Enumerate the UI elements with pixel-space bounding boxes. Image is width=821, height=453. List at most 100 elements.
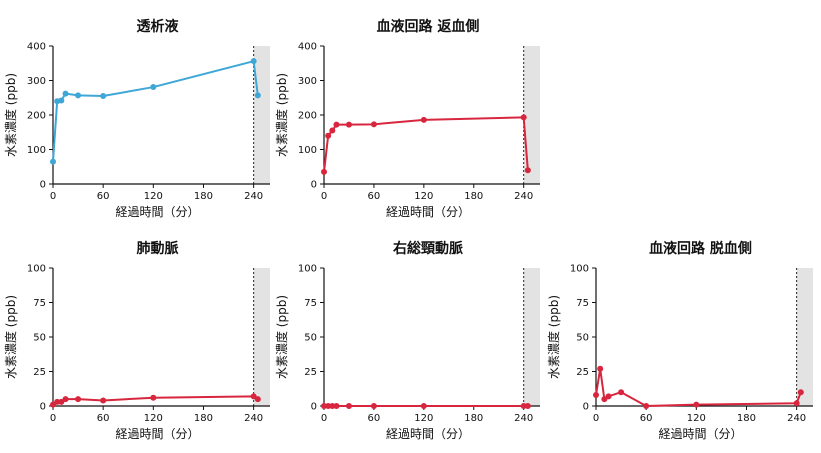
y-tick-label: 0 [40,180,46,191]
data-point [643,403,650,409]
y-tick-label: 200 [298,111,317,122]
x-tick-label: 60 [368,191,381,202]
y-tick-label: 100 [570,264,589,275]
shaded-region [796,268,813,406]
chart-panel: 血液回路 返血側 0 100 200 300 400 0 60 120 180 240 経過時間（分）… [274,18,540,219]
x-tick-label: 120 [414,191,433,202]
chart-panel: 血液回路 脱血側 0 25 50 75 100 0 60 120 180 240 経過時間（分） 水素濃… [546,240,813,441]
x-tick-label: 60 [97,413,110,424]
y-tick-label: 0 [583,402,589,413]
chart-panel: 透析液 0 100 200 300 400 0 60 120 180 240 経過時間（分） 水素濃度 … [3,18,270,219]
y-tick-label: 100 [27,145,46,156]
x-tick-label: 240 [244,191,263,202]
data-point [420,403,427,409]
y-tick-label: 25 [576,367,589,378]
y-tick-label: 100 [298,145,317,156]
data-point [100,397,107,404]
data-point [420,116,427,123]
series-line [323,116,529,173]
data-point [100,93,107,100]
data-point [150,394,157,401]
chart-title: 血液回路 返血側 [377,18,480,35]
y-tick-label: 200 [27,111,46,122]
chart-title: 肺動脈 [137,240,179,257]
x-tick-label: 60 [640,413,653,424]
y-axis-label: 水素濃度 (ppb) [546,295,561,379]
y-axis-label: 水素濃度 (ppb) [274,73,289,157]
shaded-region [253,268,270,406]
x-tick-label: 0 [50,413,56,424]
x-tick-label: 180 [194,191,213,202]
y-tick-label: 400 [27,42,46,53]
data-point [597,365,604,372]
data-point [62,396,69,403]
data-point [329,403,336,409]
data-point [150,84,157,91]
y-tick-label: 75 [576,298,589,309]
x-tick-label: 180 [464,413,483,424]
x-tick-label: 240 [514,191,533,202]
data-point [693,401,700,408]
x-tick-label: 240 [244,413,263,424]
data-point [793,400,800,407]
data-point [370,121,377,128]
data-point [254,92,261,99]
x-tick-label: 0 [593,413,599,424]
x-tick-label: 180 [737,413,756,424]
y-axis-label: 水素濃度 (ppb) [3,73,18,157]
x-axis-label: 経過時間（分） [386,427,470,441]
series-line [52,60,259,162]
chart-title: 透析液 [137,18,180,35]
data-point [605,393,612,400]
x-axis-label: 経過時間（分） [115,427,199,441]
data-point [524,167,531,174]
y-tick-label: 50 [576,333,589,344]
y-tick-label: 300 [298,76,317,87]
x-tick-label: 0 [321,191,327,202]
shaded-region [253,46,270,184]
data-point [329,127,336,134]
shaded-region [523,268,540,406]
y-axis-label: 水素濃度 (ppb) [274,295,289,379]
chart-title: 血液回路 脱血側 [649,240,752,257]
y-tick-label: 25 [304,367,317,378]
x-tick-label: 60 [97,191,110,202]
shaded-region [523,46,540,184]
y-tick-label: 75 [33,298,46,309]
data-point [58,97,65,104]
data-point [75,92,82,99]
x-axis-label: 経過時間（分） [658,427,742,441]
data-point [321,403,327,409]
y-tick-label: 50 [304,333,317,344]
x-tick-label: 180 [464,191,483,202]
data-point [321,168,327,175]
x-tick-label: 0 [50,191,56,202]
data-point [75,396,82,403]
data-point [333,121,340,128]
x-axis-label: 経過時間（分） [386,205,470,219]
chart-panel: 右総頸動脈 0 25 50 75 100 0 60 120 180 240 経過時間（分） 水素濃度 (… [274,240,540,441]
data-point [520,403,527,409]
y-tick-label: 0 [311,180,317,191]
data-point [62,90,69,97]
y-tick-label: 50 [33,333,46,344]
data-point [254,396,261,403]
x-tick-label: 120 [144,413,163,424]
y-tick-label: 25 [33,367,46,378]
chart-panel: 肺動脈 0 25 50 75 100 0 60 120 180 240 経過時間（分） 水素濃度 (pp… [3,240,270,441]
data-point [333,403,340,409]
x-tick-label: 120 [687,413,706,424]
x-tick-label: 180 [194,413,213,424]
data-point [325,132,332,139]
x-tick-label: 240 [787,413,806,424]
x-tick-label: 120 [144,191,163,202]
data-point [593,391,599,398]
data-point [345,121,352,128]
y-tick-label: 75 [304,298,317,309]
x-tick-label: 0 [321,413,327,424]
series-line [595,367,802,407]
chart-title: 右総頸動脈 [392,240,463,257]
x-tick-label: 120 [414,413,433,424]
y-tick-label: 100 [27,264,46,275]
x-tick-label: 240 [514,413,533,424]
